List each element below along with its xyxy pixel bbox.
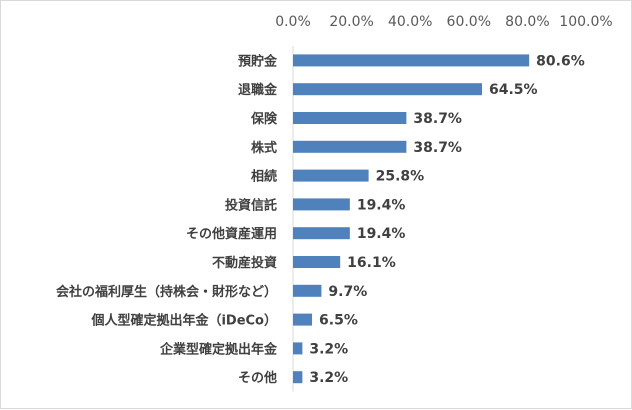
x-tick-label: 100.0% — [559, 14, 612, 30]
bar — [293, 227, 350, 240]
category-label: 退職金 — [238, 82, 278, 98]
category-label: その他 — [238, 370, 277, 386]
bar — [293, 284, 322, 297]
data-label: 19.4% — [357, 226, 406, 242]
bar — [293, 112, 407, 124]
data-label: 3.2% — [309, 370, 348, 386]
category-label: その他資産運用 — [186, 226, 277, 242]
category-label: 企業型確定拠出年金 — [159, 341, 278, 357]
category-label: 投資信託 — [225, 197, 277, 213]
x-axis-ticks: 0.0% 20.0% 40.0% 60.0% 80.0% 100.0% — [275, 14, 612, 30]
data-label: 38.7% — [413, 140, 462, 156]
bar — [293, 342, 303, 355]
x-tick-label: 60.0% — [447, 14, 491, 30]
category-label: 相続 — [251, 169, 277, 185]
category-label: 不動産投資 — [212, 255, 277, 271]
x-tick-label: 80.0% — [505, 14, 549, 30]
bar — [293, 313, 313, 326]
data-label: 25.8% — [376, 169, 425, 185]
data-label: 3.2% — [309, 341, 348, 357]
category-label: 株式 — [251, 140, 277, 156]
category-label: 保険 — [250, 111, 278, 127]
bar — [293, 54, 530, 67]
category-labels: 預貯金退職金保険株式相続投資信託その他資産運用不動産投資会社の福利厚生（持株会・… — [56, 53, 278, 386]
data-label: 80.6% — [536, 53, 585, 69]
data-label: 6.5% — [319, 313, 358, 329]
x-tick-label: 0.0% — [275, 14, 311, 30]
data-label: 16.1% — [347, 255, 396, 271]
bar — [293, 169, 369, 182]
bar — [293, 256, 341, 268]
data-label: 38.7% — [413, 111, 462, 127]
bar — [293, 371, 303, 384]
category-label: 個人型確定拠出年金（iDeCo） — [90, 313, 277, 329]
bars — [293, 54, 530, 384]
data-labels: 80.6% 64.5% 38.7% 38.7% 25.8% 19.4% 19.4% 16.1%… — [309, 53, 584, 386]
x-tick-label: 40.0% — [388, 14, 432, 30]
data-label: 19.4% — [357, 197, 406, 213]
data-label: 9.7% — [328, 284, 367, 300]
x-tick-label: 20.0% — [329, 14, 373, 30]
bar — [293, 83, 482, 96]
category-label: 預貯金 — [238, 53, 278, 69]
bar — [293, 198, 350, 211]
data-label: 64.5% — [489, 82, 538, 98]
category-label: 会社の福利厚生（持株会・財形など） — [56, 284, 277, 300]
bar — [293, 140, 407, 153]
